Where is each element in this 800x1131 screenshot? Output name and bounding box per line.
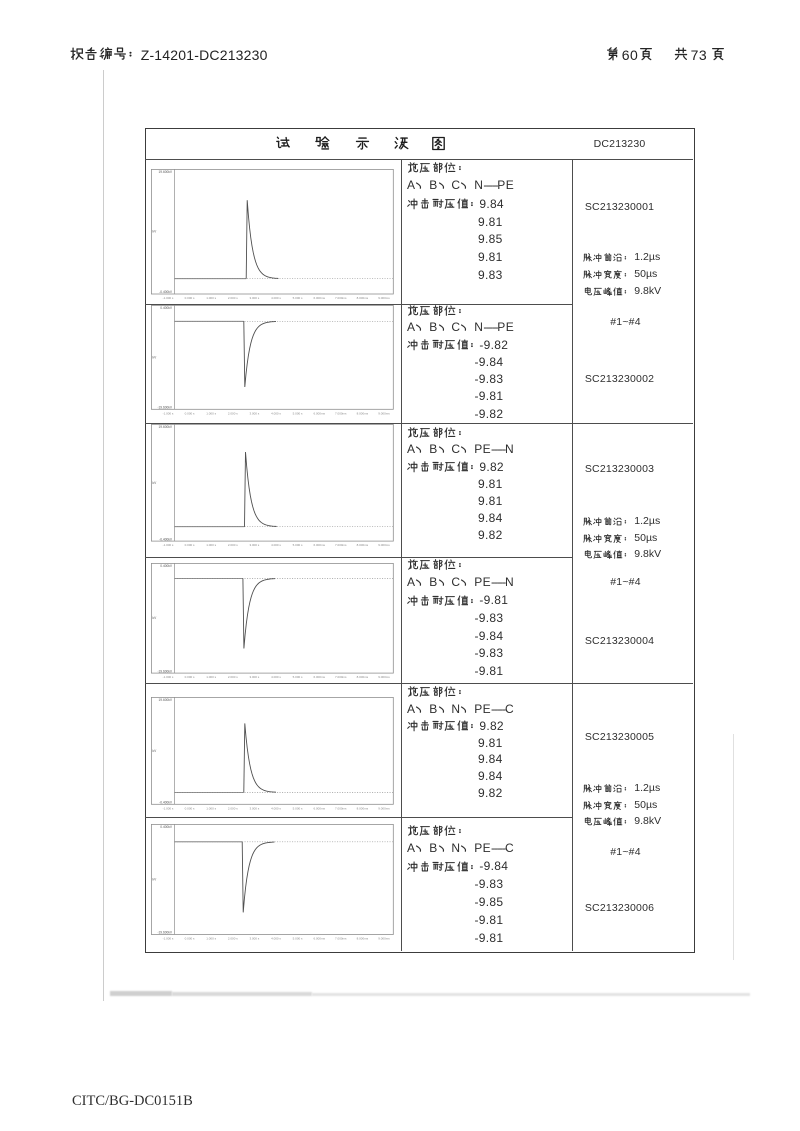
svg-text:kV: kV	[153, 229, 158, 233]
svg-text:6.000ms: 6.000ms	[313, 543, 325, 547]
svg-text:-0.400kV: -0.400kV	[159, 800, 173, 804]
svg-text:9.000ms: 9.000ms	[378, 806, 390, 810]
svg-text:3.000 s: 3.000 s	[249, 543, 259, 547]
svg-text:0.000 s: 0.000 s	[185, 296, 195, 300]
svg-text:3.000 s: 3.000 s	[249, 806, 259, 810]
svg-text:2.000 s: 2.000 s	[228, 296, 238, 300]
svg-text:2.000 s: 2.000 s	[228, 543, 238, 547]
svg-text:5.000 s: 5.000 s	[293, 411, 303, 415]
svg-text:4.000 s: 4.000 s	[271, 296, 281, 300]
svg-text:0.000 s: 0.000 s	[185, 806, 195, 810]
svg-text:0.400kV: 0.400kV	[160, 306, 173, 310]
svg-text:kV: kV	[153, 748, 158, 752]
svg-text:-1.000 s: -1.000 s	[163, 296, 174, 300]
svg-text:2.000 s: 2.000 s	[228, 675, 238, 679]
svg-text:4.000 s: 4.000 s	[271, 937, 281, 941]
svg-text:7.000ms: 7.000ms	[335, 675, 347, 679]
svg-text:-1.000 s: -1.000 s	[163, 411, 174, 415]
svg-text:0.000 s: 0.000 s	[185, 675, 195, 679]
svg-text:-1.000 s: -1.000 s	[163, 937, 174, 941]
svg-text:5.000 s: 5.000 s	[293, 806, 303, 810]
svg-text:6.000ms: 6.000ms	[314, 296, 326, 300]
svg-text:19.600kV: 19.600kV	[159, 170, 173, 174]
svg-text:8.000ms: 8.000ms	[357, 543, 369, 547]
svg-text:19.600kV: 19.600kV	[159, 698, 173, 702]
svg-text:-19.600kV: -19.600kV	[157, 406, 172, 410]
svg-text:-19.600kV: -19.600kV	[157, 669, 172, 673]
svg-text:2.000 s: 2.000 s	[228, 937, 238, 941]
svg-text:1.000 s: 1.000 s	[206, 937, 216, 941]
svg-text:9.000ms: 9.000ms	[378, 937, 390, 941]
svg-text:7.000ms: 7.000ms	[335, 296, 347, 300]
svg-text:5.000 s: 5.000 s	[293, 937, 303, 941]
svg-text:9.000ms: 9.000ms	[378, 543, 390, 547]
svg-text:7.000ms: 7.000ms	[335, 411, 347, 415]
svg-text:5.000 s: 5.000 s	[293, 543, 303, 547]
svg-text:kV: kV	[153, 481, 158, 485]
svg-text:0.400kV: 0.400kV	[160, 564, 173, 568]
svg-text:6.000ms: 6.000ms	[313, 937, 325, 941]
svg-text:8.000ms: 8.000ms	[357, 937, 369, 941]
svg-text:-0.400kV: -0.400kV	[159, 537, 173, 541]
svg-text:2.000 s: 2.000 s	[228, 411, 238, 415]
svg-text:kV: kV	[153, 878, 158, 882]
svg-text:4.000 s: 4.000 s	[271, 806, 281, 810]
svg-text:1.000 s: 1.000 s	[206, 806, 216, 810]
svg-text:1.000 s: 1.000 s	[206, 675, 216, 679]
svg-text:0.000 s: 0.000 s	[185, 937, 195, 941]
svg-text:kV: kV	[153, 355, 158, 359]
svg-text:7.000ms: 7.000ms	[335, 806, 347, 810]
svg-text:19.600kV: 19.600kV	[159, 425, 173, 429]
svg-text:5.000 s: 5.000 s	[293, 675, 303, 679]
svg-text:4.000 s: 4.000 s	[271, 543, 281, 547]
svg-text:3.000 s: 3.000 s	[249, 937, 259, 941]
svg-text:1.000 s: 1.000 s	[206, 543, 216, 547]
svg-text:3.000 s: 3.000 s	[249, 675, 259, 679]
svg-text:8.000ms: 8.000ms	[357, 675, 369, 679]
svg-text:8.000ms: 8.000ms	[357, 411, 369, 415]
svg-text:6.000ms: 6.000ms	[313, 411, 325, 415]
svg-text:9.000ms: 9.000ms	[378, 675, 390, 679]
svg-text:7.000ms: 7.000ms	[335, 543, 347, 547]
svg-text:4.000 s: 4.000 s	[271, 411, 281, 415]
svg-text:9.000ms: 9.000ms	[378, 411, 390, 415]
svg-text:5.000 s: 5.000 s	[293, 296, 303, 300]
svg-text:2.000 s: 2.000 s	[228, 806, 238, 810]
svg-text:0.400kV: 0.400kV	[160, 825, 173, 829]
svg-text:1.000 s: 1.000 s	[206, 411, 216, 415]
svg-text:-19.600kV: -19.600kV	[157, 931, 172, 935]
svg-text:0.000 s: 0.000 s	[185, 411, 195, 415]
svg-text:-0.400kV: -0.400kV	[160, 290, 174, 294]
svg-text:9.000ms: 9.000ms	[379, 296, 391, 300]
svg-text:7.000ms: 7.000ms	[335, 937, 347, 941]
svg-text:1.000 s: 1.000 s	[207, 296, 217, 300]
svg-text:0.000 s: 0.000 s	[185, 543, 195, 547]
svg-text:6.000ms: 6.000ms	[313, 806, 325, 810]
svg-text:8.000ms: 8.000ms	[357, 806, 369, 810]
svg-text:6.000ms: 6.000ms	[313, 675, 325, 679]
svg-text:8.000ms: 8.000ms	[357, 296, 369, 300]
svg-text:kV: kV	[153, 616, 158, 620]
svg-text:-1.000 s: -1.000 s	[163, 543, 174, 547]
svg-text:-1.000 s: -1.000 s	[163, 675, 174, 679]
svg-text:3.000 s: 3.000 s	[249, 411, 259, 415]
svg-text:4.000 s: 4.000 s	[271, 675, 281, 679]
svg-text:3.000 s: 3.000 s	[250, 296, 260, 300]
svg-text:-1.000 s: -1.000 s	[163, 806, 174, 810]
